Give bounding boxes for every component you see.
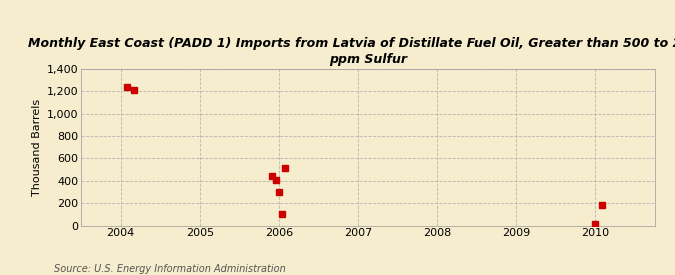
Text: Source: U.S. Energy Information Administration: Source: U.S. Energy Information Administ…: [54, 264, 286, 274]
Y-axis label: Thousand Barrels: Thousand Barrels: [32, 98, 43, 196]
Title: Monthly East Coast (PADD 1) Imports from Latvia of Distillate Fuel Oil, Greater : Monthly East Coast (PADD 1) Imports from…: [28, 37, 675, 66]
